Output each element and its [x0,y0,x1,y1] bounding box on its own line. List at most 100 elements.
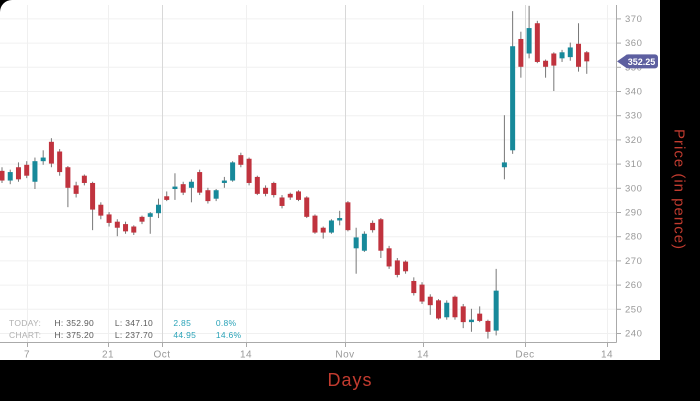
candlestick [452,295,458,320]
candlestick [403,260,409,274]
candle-body-down [246,158,252,183]
candle-body-down [304,197,310,217]
candle-body-down [419,284,425,302]
candle-body-down [518,38,524,67]
candlestick [172,173,178,200]
candlestick [328,219,334,234]
x-tick-label: 14 [417,350,429,361]
candlestick [271,181,277,198]
candlestick [460,303,466,329]
candlestick [0,167,5,183]
candlestick [436,299,442,320]
candlestick [73,181,79,198]
candle-body-up [493,290,499,331]
candle-body-up [353,237,359,249]
y-tick-label: 290 [625,208,642,219]
candlestick [444,300,450,320]
candlestick [361,231,367,252]
y-tick-label: 240 [625,329,642,340]
candlestick [24,161,30,179]
y-tick-label: 270 [625,256,642,267]
candle-body-down [0,170,5,181]
candle-body-down [345,202,351,231]
candlestick [221,176,227,188]
candlestick [57,149,63,176]
candlestick [411,277,417,296]
candlestick [180,181,186,196]
price-tag-body [625,54,658,69]
price-tag-value: 352.25 [628,57,656,67]
candlestick [518,31,524,78]
y-axis-title: Price (in pence) [670,129,688,251]
candlestick [155,198,161,219]
candlestick [197,169,203,196]
y-tick-label: 320 [625,135,642,146]
candle-body-up [559,52,565,59]
candle-body-down [427,296,433,306]
candlestick [238,152,244,168]
legend-row-today: TODAY: H: 352.90 L: 347.10 2.85 0.8% [9,317,258,329]
candlestick [312,214,318,234]
y-tick-label: 330 [625,111,642,122]
chart-stats-legend: TODAY: H: 352.90 L: 347.10 2.85 0.8% CHA… [9,317,258,340]
candlestick [567,42,573,61]
candlestick [7,169,13,185]
legend-chart-change: 44.95 [173,329,197,340]
candlestick [345,201,351,232]
candlestick [468,308,474,332]
candlestick [510,11,516,154]
candle-body-down [320,227,326,233]
candlestick [378,218,384,258]
candle-body-up [230,162,236,181]
candlestick [15,162,21,182]
candlestick [576,23,582,72]
candlestick [287,192,293,200]
candlestick [279,195,285,209]
candlestick [543,59,549,78]
candle-body-down [271,182,277,196]
candlestick [526,5,532,59]
candlestick [32,157,38,190]
candle-body-down [73,185,79,194]
candle-body-down [312,215,318,233]
candlestick [90,181,96,231]
candlestick [263,185,269,197]
candle-body-up [526,28,532,54]
candlestick [427,294,433,315]
candlestick [139,215,145,225]
candle-body-down [98,204,104,216]
y-tick-label: 370 [625,14,642,25]
legend-row-chart: CHART: H: 375.20 L: 237.70 44.95 14.6% [9,329,258,341]
candle-body-up [501,162,507,168]
candle-body-down [394,260,400,275]
candle-body-up [188,181,194,188]
x-tick-label: 14 [240,350,252,361]
candlestick [353,227,359,274]
candle-body-down [477,313,483,321]
candle-body-down [24,164,30,176]
candlestick [493,268,499,336]
candle-body-down [90,182,96,210]
x-tick-label: Oct [153,350,170,361]
candle-body-down [57,151,63,173]
candlestick [485,319,491,339]
candle-body-down [411,280,417,294]
candle-body-up [567,47,573,58]
candlestick-chart-surface[interactable]: 2402502602702802903003103203303403503603… [0,0,660,361]
candle-body-down [452,296,458,318]
candlestick [501,115,507,180]
candlestick [213,189,219,202]
x-tick-label: 21 [102,350,114,361]
candlestick [188,179,194,203]
legend-today-low: L: 347.10 [114,318,154,328]
candlestick [114,219,120,237]
last-price-tag: 352.25 [617,54,658,69]
candle-body-down [238,155,244,165]
candlestick [106,212,112,227]
candle-body-down [584,52,590,62]
y-tick-label: 260 [625,280,642,291]
legend-today-change-pct: 0.8% [215,318,237,328]
candlestick [205,187,211,204]
candle-body-up [328,220,334,233]
